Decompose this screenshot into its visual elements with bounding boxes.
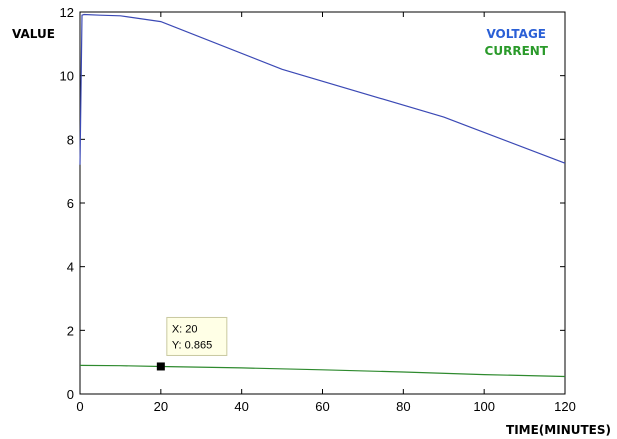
datatip-x-text: X: 20 — [172, 323, 198, 335]
datatip[interactable]: X: 20 Y: 0.865 — [156, 316, 228, 371]
legend-entry-current: CURRENT — [485, 44, 549, 58]
x-tick-label: 100 — [473, 399, 495, 414]
y-tick-label: 10 — [60, 69, 74, 84]
x-tick-label: 120 — [554, 399, 576, 414]
datatip-marker[interactable] — [156, 362, 165, 371]
legend: VOLTAGE CURRENT — [485, 27, 549, 58]
datatip-box — [166, 316, 228, 356]
x-axis-label: TIME(MINUTES) — [506, 423, 611, 437]
series-line-voltage — [79, 13, 566, 165]
x-tick-label: 20 — [154, 399, 168, 414]
x-tick-label: 80 — [396, 399, 410, 414]
plot-area — [79, 11, 566, 395]
x-tick-label: 60 — [315, 399, 329, 414]
series-line-current — [79, 364, 566, 378]
x-tick-label: 40 — [234, 399, 248, 414]
y-tick-label: 8 — [67, 132, 74, 147]
y-axis-ticks: 0 2 4 6 8 10 12 — [60, 5, 565, 402]
y-axis-label: VALUE — [12, 27, 55, 41]
x-axis-ticks: 0 20 40 60 80 100 120 — [76, 12, 576, 414]
y-tick-label: 12 — [60, 5, 74, 20]
datatip-y-text: Y: 0.865 — [172, 339, 212, 351]
y-tick-label: 0 — [67, 387, 74, 402]
y-tick-label: 4 — [67, 260, 74, 275]
series-lines — [79, 13, 566, 378]
legend-entry-voltage: VOLTAGE — [486, 27, 546, 41]
x-tick-label: 0 — [76, 399, 83, 414]
y-tick-label: 2 — [67, 323, 74, 338]
y-tick-label: 6 — [67, 196, 74, 211]
